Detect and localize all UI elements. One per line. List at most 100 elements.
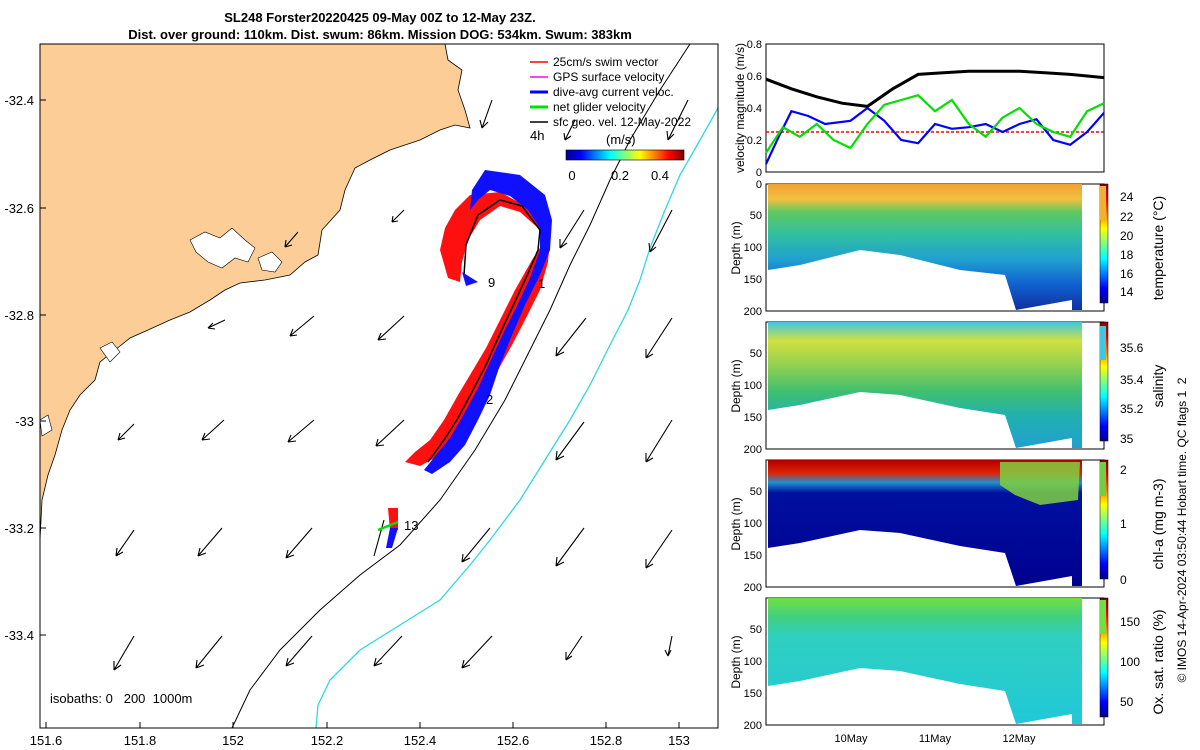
ox-cb-tick: 50 <box>1120 695 1134 709</box>
map-y-axis: -32.4 -32.6 -32.8 -33 -33.2 -33.4 <box>4 93 46 643</box>
depth-tick: 0 <box>756 179 762 191</box>
sal-cb-tick: 35 <box>1120 432 1134 446</box>
chl-cb-tick: 2 <box>1120 463 1127 477</box>
depth-tick: 200 <box>744 720 762 732</box>
temp-cb-label: temperature (°C) <box>1150 196 1166 300</box>
colorbar-tick: 0 <box>568 168 575 183</box>
legend-label-swim: 25cm/s swim vector <box>553 55 658 69</box>
legend-label-net: net glider velocity <box>553 100 646 114</box>
chla-panel: 2 1 0 chl-a (mg m-3) <box>765 459 1166 588</box>
isobath-200m <box>231 44 691 728</box>
vel-y-label: velocity magnitude (m/s) <box>733 43 747 173</box>
chl-cb-tick: 0 <box>1120 573 1127 587</box>
sal-cb-label: salinity <box>1150 365 1166 408</box>
ox-cb-tick: 150 <box>1120 615 1140 629</box>
vel-y-tick: 0.4 <box>747 103 762 115</box>
map-y-tick: -32.6 <box>4 201 34 216</box>
velocity-series-group <box>765 69 1105 165</box>
vel-y-tick: 0 <box>756 167 762 179</box>
sal-depth-label: Depth (m) <box>729 359 743 412</box>
temp-cb-tick: 16 <box>1120 267 1134 281</box>
map-x-tick: 151.8 <box>124 733 157 748</box>
surface-current-arrows <box>113 99 689 671</box>
time-axis: 10May 11May 12May <box>834 733 1036 745</box>
depth-tick: 50 <box>750 486 762 498</box>
time-tick: 10May <box>834 733 868 745</box>
oxygen-panel: 150 100 50 Ox. sat. ratio (%) <box>765 597 1166 726</box>
velocity-series-0 <box>765 69 1105 108</box>
map-y-tick: -33 <box>15 414 34 429</box>
ox-depth-label: Depth (m) <box>729 635 743 688</box>
depth-tick: 200 <box>744 582 762 594</box>
legend-label-geo: sfc geo. vel. 12-May-2022 <box>553 115 691 129</box>
depth-tick: 100 <box>744 656 762 668</box>
depth-tick: 50 <box>750 348 762 360</box>
depth-tick: 150 <box>744 688 762 700</box>
depth-axes: 0 50 100 150 200 50 100 150 200 50 100 1… <box>744 179 762 732</box>
temp-depth-label: Depth (m) <box>729 221 743 274</box>
map-x-tick: 152.2 <box>311 733 344 748</box>
chl-cb-tick: 1 <box>1120 517 1127 531</box>
map-title-line1: SL248 Forster20220425 09-May 00Z to 12-M… <box>224 10 536 25</box>
map-y-tick: -33.4 <box>4 628 34 643</box>
chl-cb-label: chl-a (mg m-3) <box>1150 478 1166 569</box>
depth-tick: 200 <box>744 444 762 456</box>
map-x-tick: 153 <box>668 733 690 748</box>
map-x-tick: 152.4 <box>404 733 437 748</box>
depth-labels: Depth (m) Depth (m) Depth (m) Depth (m) <box>729 221 743 688</box>
velocity-series-2 <box>765 106 1105 165</box>
map-x-tick: 152.6 <box>497 733 530 748</box>
temp-cb-tick: 20 <box>1120 229 1134 243</box>
colorbar-prefix: 4h <box>530 128 544 143</box>
colorbar-label: (m/s) <box>606 132 636 147</box>
track-label-13: 13 <box>404 518 418 533</box>
isobath-1000m <box>315 107 718 728</box>
sal-cb-tick: 35.6 <box>1120 341 1144 355</box>
ox-cb-tick: 100 <box>1120 655 1140 669</box>
map-x-tick: 152 <box>222 733 244 748</box>
map-y-tick: -32.4 <box>4 93 34 108</box>
temp-cb-tick: 18 <box>1120 248 1134 262</box>
track-label-1: 1 <box>538 276 545 291</box>
vel-y-tick: 0.6 <box>747 71 762 83</box>
copyright-note: © IMOS 14-Apr-2024 03:50:44 Hobart time.… <box>1175 377 1189 682</box>
depth-tick: 150 <box>744 550 762 562</box>
colorbar-tick: 0.2 <box>611 168 629 183</box>
time-tick: 11May <box>919 733 952 745</box>
sal-cb-tick: 35.4 <box>1120 373 1144 387</box>
map-x-axis: 151.6 151.8 152 152.2 152.4 152.6 152.8 … <box>30 722 690 748</box>
temp-cb-tick: 24 <box>1120 190 1134 204</box>
isobaths-note: isobaths: 0 200 1000m <box>50 691 192 706</box>
speed-colorbar: 4h (m/s) 0 0.2 0.4 <box>530 128 685 183</box>
temp-cb-tick: 22 <box>1120 210 1134 224</box>
map-title-line2: Dist. over ground: 110km. Dist. swum: 86… <box>128 27 632 42</box>
chl-depth-label: Depth (m) <box>729 497 743 550</box>
ox-cb-label: Ox. sat. ratio (%) <box>1150 609 1166 714</box>
sal-cb-tick: 35.2 <box>1120 402 1144 416</box>
depth-tick: 150 <box>744 274 762 286</box>
temp-cb-tick: 14 <box>1120 285 1134 299</box>
velocity-series-3 <box>765 93 1105 154</box>
current-vector-band <box>424 170 552 474</box>
vel-y-tick: 0.8 <box>747 39 762 51</box>
depth-tick: 150 <box>744 412 762 424</box>
depth-tick: 100 <box>744 380 762 392</box>
legend-label-current: dive-avg current veloc. <box>553 85 674 99</box>
map-legend: 25cm/s swim vector GPS surface velocity … <box>530 55 691 129</box>
map-y-tick: -32.8 <box>4 308 34 323</box>
legend-label-gps: GPS surface velocity <box>553 70 664 84</box>
map-y-tick: -33.2 <box>4 521 34 536</box>
salinity-panel: 35.6 35.4 35.2 35 salinity <box>765 321 1166 450</box>
temperature-panel: 24 22 20 18 16 14 temperature (°C) <box>765 183 1166 312</box>
depth-tick: 200 <box>744 306 762 318</box>
depth-tick: 50 <box>750 624 762 636</box>
colorbar-tick: 0.4 <box>651 168 669 183</box>
depth-tick: 100 <box>744 518 762 530</box>
map-x-tick: 152.8 <box>590 733 623 748</box>
track-label-9: 9 <box>488 275 495 290</box>
depth-tick: 50 <box>750 210 762 222</box>
track-label-2: 2 <box>486 392 493 407</box>
land-area <box>40 44 471 541</box>
velocity-panel: 0 0.2 0.4 0.6 0.8 velocity magnitude (m/… <box>733 39 1105 179</box>
